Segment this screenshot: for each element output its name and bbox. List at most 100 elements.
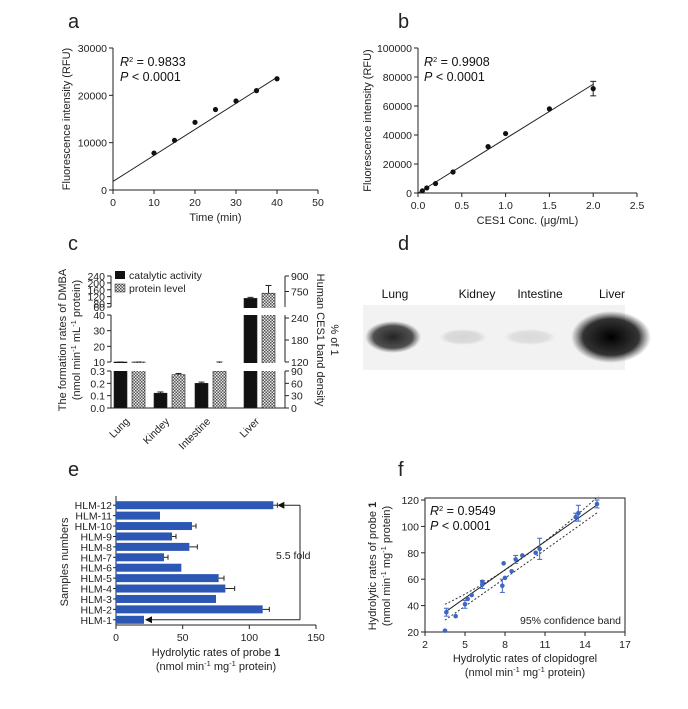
y-right-tick-label: 180: [291, 335, 309, 347]
x-tick-label: 30: [230, 197, 242, 209]
bar-catalytic-activity: [194, 383, 209, 409]
y-tick-label: 20000: [78, 90, 107, 102]
y-tick-label: 0: [406, 188, 412, 200]
bar: [116, 605, 263, 614]
y-right-axis-label-2: % of 1: [328, 324, 340, 355]
r2-annotation: R2 = 0.9833: [120, 55, 186, 70]
blot-lane-label: Kidney: [459, 287, 496, 301]
y-left-tick-label: 240: [87, 271, 105, 283]
y-left-tick-label: 40: [93, 310, 105, 322]
x-axis-label: Time (min): [189, 212, 241, 224]
legend-swatch-catalytic: [115, 271, 125, 279]
bar: [116, 594, 216, 603]
y-right-tick-label: 60: [291, 378, 303, 390]
data-point: [253, 88, 260, 94]
x-tick-label: 50: [177, 632, 189, 644]
y-category-label: HLM-6: [80, 563, 112, 575]
y-left-tick-label: 30: [93, 326, 105, 338]
y-tick-label: 60000: [383, 101, 412, 113]
x-tick-label: 11: [540, 639, 551, 651]
y-category-label: HLM-4: [80, 584, 112, 596]
y-right-tick-label: 120: [291, 357, 309, 369]
blot-band: [571, 311, 651, 363]
data-point: [424, 185, 430, 191]
axis-break-gap: [113, 308, 146, 315]
y-category-label: HLM-8: [80, 542, 112, 554]
x-tick-label: 0: [113, 632, 119, 644]
arrow-head: [277, 501, 285, 509]
axis-break-gap: [243, 308, 276, 315]
y-tick-label: 80: [407, 548, 419, 560]
data-point: [432, 180, 439, 187]
data-point: [453, 613, 458, 619]
bar-catalytic-activity: [153, 392, 168, 409]
y-tick-label: 120: [401, 495, 419, 507]
y-left-tick-label: 80: [93, 299, 105, 311]
y-left-tick-label: 20: [93, 341, 105, 353]
p-value-annotation: P < 0.0001: [120, 70, 181, 84]
data-point: [513, 557, 518, 562]
y-right-axis-label: Human CES1 band density: [314, 274, 326, 407]
blot-lane-label: Lung: [382, 287, 409, 301]
data-point: [480, 579, 485, 585]
panel-label-c: c: [68, 233, 78, 255]
x-tick-label: 150: [307, 632, 325, 644]
y-tick-label: 0: [101, 185, 107, 197]
y-left-tick-label: 10: [93, 357, 105, 369]
data-point: [450, 169, 456, 175]
bar: [116, 501, 274, 510]
y-left-tick-label: 0.2: [90, 378, 105, 390]
axis-break-gap: [153, 363, 186, 371]
y-category-label: HLM-12: [75, 500, 113, 512]
y-tick-label: 80000: [383, 72, 412, 84]
y-axis-label: Fluorescence intensity (RFU): [61, 48, 73, 190]
panel-label-d: d: [398, 233, 409, 255]
data-point: [469, 592, 474, 598]
y-tick-label: 10000: [78, 138, 107, 150]
data-point: [151, 150, 157, 156]
y-category-label: HLM-9: [80, 531, 112, 543]
y-right-tick-label: 750: [291, 287, 309, 299]
data-point: [509, 568, 514, 574]
data-point: [537, 546, 542, 552]
bar-protein-level: [171, 374, 186, 409]
bar: [116, 532, 172, 541]
data-point: [520, 553, 525, 558]
x-tick-label: 17: [619, 639, 631, 651]
panel-label-b: b: [398, 11, 409, 33]
x-tick-label: 2.0: [586, 200, 601, 212]
blot-band: [504, 329, 556, 345]
data-point: [503, 130, 509, 137]
y-right-tick-label: 0: [291, 403, 297, 415]
x-tick-label: 10: [148, 197, 160, 209]
y-left-tick-label: 0.3: [90, 366, 105, 378]
y-left-units-label: (nmol min-1 mL-1 protein): [69, 280, 84, 400]
y-left-tick-label: 0.1: [90, 391, 105, 403]
data-point: [444, 609, 449, 615]
x-tick-label: 100: [241, 632, 259, 644]
blot-lane-label: Liver: [599, 287, 625, 301]
r2-annotation: R2 = 0.9549: [430, 504, 496, 519]
x-tick-label: 0.0: [411, 200, 426, 212]
y-category-label: HLM-11: [75, 511, 112, 523]
bar: [116, 553, 164, 562]
y-left-axis-label: The formation rates of DMBA: [57, 268, 69, 411]
y-tick-label: 20000: [383, 159, 412, 171]
panel-label-a: a: [68, 11, 80, 33]
data-point: [533, 550, 538, 556]
panel-label-e: e: [68, 459, 79, 481]
x-axis-label-line-1: Hydrolytic rates of probe 1: [152, 647, 280, 659]
data-point: [462, 601, 468, 607]
x-tick-label: 50: [312, 197, 324, 209]
y-axis-label-line-2: (nmol min-1 mg-1 protein): [379, 506, 394, 626]
y-left-tick-label: 60: [93, 302, 105, 314]
data-point: [576, 510, 581, 516]
data-point: [233, 98, 239, 104]
data-point: [502, 575, 508, 581]
blot-lane-label: Intestine: [517, 287, 563, 301]
blot-band: [365, 321, 421, 353]
category-label: Liver: [238, 415, 263, 440]
band-label: 95% confidence band: [520, 615, 621, 627]
y-category-label: HLM-3: [80, 594, 112, 606]
